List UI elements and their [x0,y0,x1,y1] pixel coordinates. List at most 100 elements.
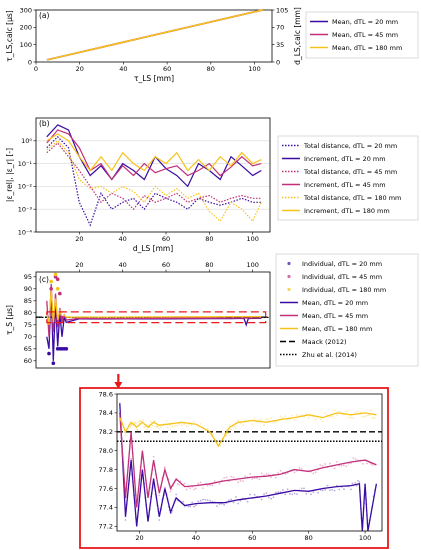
inset-point-0 [328,489,331,492]
panel-c-label: (c) [39,275,49,284]
inset-point-2 [371,416,374,419]
inset-point-2 [143,426,146,429]
inset-point-2 [364,415,366,418]
inset-point-2 [242,424,244,427]
inset-point-0 [164,486,166,489]
inset-point-1 [256,477,258,480]
panel-b-legend-item-text: Increment, dTL = 180 mm [304,207,390,215]
panel-a-ytick-label: 300 [20,6,32,14]
inset-point-1 [199,481,202,484]
inset-point-1 [258,478,261,481]
inset-point-2 [134,422,137,425]
inset-point-2 [314,418,317,421]
zoom-region-box [46,311,267,324]
inset-point-2 [192,420,195,423]
inset-point-0 [199,499,202,502]
inset-point-2 [373,417,376,419]
inset-point-1 [185,488,188,491]
inset-point-0 [267,496,270,499]
inset-point-0 [289,492,291,495]
inset-point-0 [277,491,280,494]
inset-point-2 [146,428,148,431]
panel-c-point-0 [47,351,51,356]
panel-a-xtick-label: 20 [76,65,84,73]
inset-point-0 [237,502,240,505]
inset-xtick-label: 100 [359,534,371,542]
inset-point-0 [223,503,226,506]
inset-point-2 [178,423,181,425]
inset-point-2 [129,426,132,428]
inset-point-2 [183,423,186,425]
inset-point-2 [335,413,338,416]
panel-a-legend-item-text: Mean, dTL = 180 mm [332,44,402,52]
inset-point-1 [352,457,355,460]
panel-c-ytick-label: 60 [24,357,32,365]
inset-ytick-label: 78.2 [99,428,113,436]
inset-point-1 [366,462,368,465]
inset-point-2 [258,418,261,421]
inset-frame [116,393,383,532]
inset-point-2 [359,411,362,414]
panel-c-xtick-label: 100 [246,261,258,269]
panel-a-frame [35,9,273,63]
inset-point-2 [357,410,359,412]
inset-point-2 [230,428,233,431]
inset-ytick-label: 78.6 [99,390,113,398]
inset-point-1 [251,477,254,480]
inset-point-0 [343,488,345,490]
panel-b-ytick-label: 10⁻⁴ [18,228,33,236]
inset-point-1 [230,475,233,478]
panel-c-xtick-label: 40 [119,261,127,269]
inset-point-2 [281,416,284,419]
inset-point-1 [328,462,331,465]
inset-point-1 [232,476,235,479]
panel-c-legend-item-text: Individual, dTL = 45 mm [302,273,382,281]
panel-c-xtick-label: 60 [162,261,170,269]
inset-point-2 [270,417,273,420]
inset-point-0 [354,481,357,484]
panel-c-point-0 [51,361,56,366]
panel-c-legend-item-text: Individual, dTL = 180 mm [302,286,386,294]
panel-a-y2label: d_LS,calc [mm] [293,7,302,65]
inset-point-1 [335,461,338,463]
panel-c-frame [35,271,271,369]
inset-point-0 [187,505,190,508]
panel-c-legend-item-text: Zhu et al. (2014) [302,351,357,359]
inset-point-0 [351,482,354,485]
panel-c-legend-item-text: Maack (2012) [302,338,347,346]
zoom-arrow-head [114,382,123,389]
inset-point-0 [326,484,329,487]
panel-c-xtick-label: 20 [75,261,83,269]
inset-point-2 [361,416,364,418]
inset-point-2 [124,434,127,437]
inset-point-1 [179,480,182,482]
panel-a-xtick-label: 80 [207,65,215,73]
inset-point-1 [314,471,317,474]
panel-c-ytick-label: 65 [24,345,32,353]
inset-point-2 [366,414,368,417]
inset-point-1 [312,472,315,475]
inset-point-2 [265,417,268,420]
inset-point-1 [183,482,186,485]
panel-c-ytick-label: 95 [24,273,32,281]
inset-point-1 [189,487,192,490]
inset-point-2 [149,420,152,423]
inset-point-0 [321,489,324,492]
inset-point-1 [193,488,195,491]
inset-point-0 [191,501,194,504]
inset-point-1 [237,481,240,484]
inset-point-2 [272,422,275,424]
inset-point-2 [151,424,154,427]
inset-point-2 [260,418,263,421]
inset-point-1 [176,482,179,485]
panel-a-legend-item-text: Mean, dTL = 20 mm [332,18,398,26]
inset-point-2 [206,427,209,430]
panel-c-xtick-label: 80 [205,261,213,269]
inset-point-1 [274,476,277,479]
inset-point-1 [225,476,228,479]
inset-point-2 [333,409,336,412]
inset-point-0 [246,500,249,503]
panel-a-y2tick-label: 35 [276,41,284,49]
panel-c-legend-box [275,253,419,367]
